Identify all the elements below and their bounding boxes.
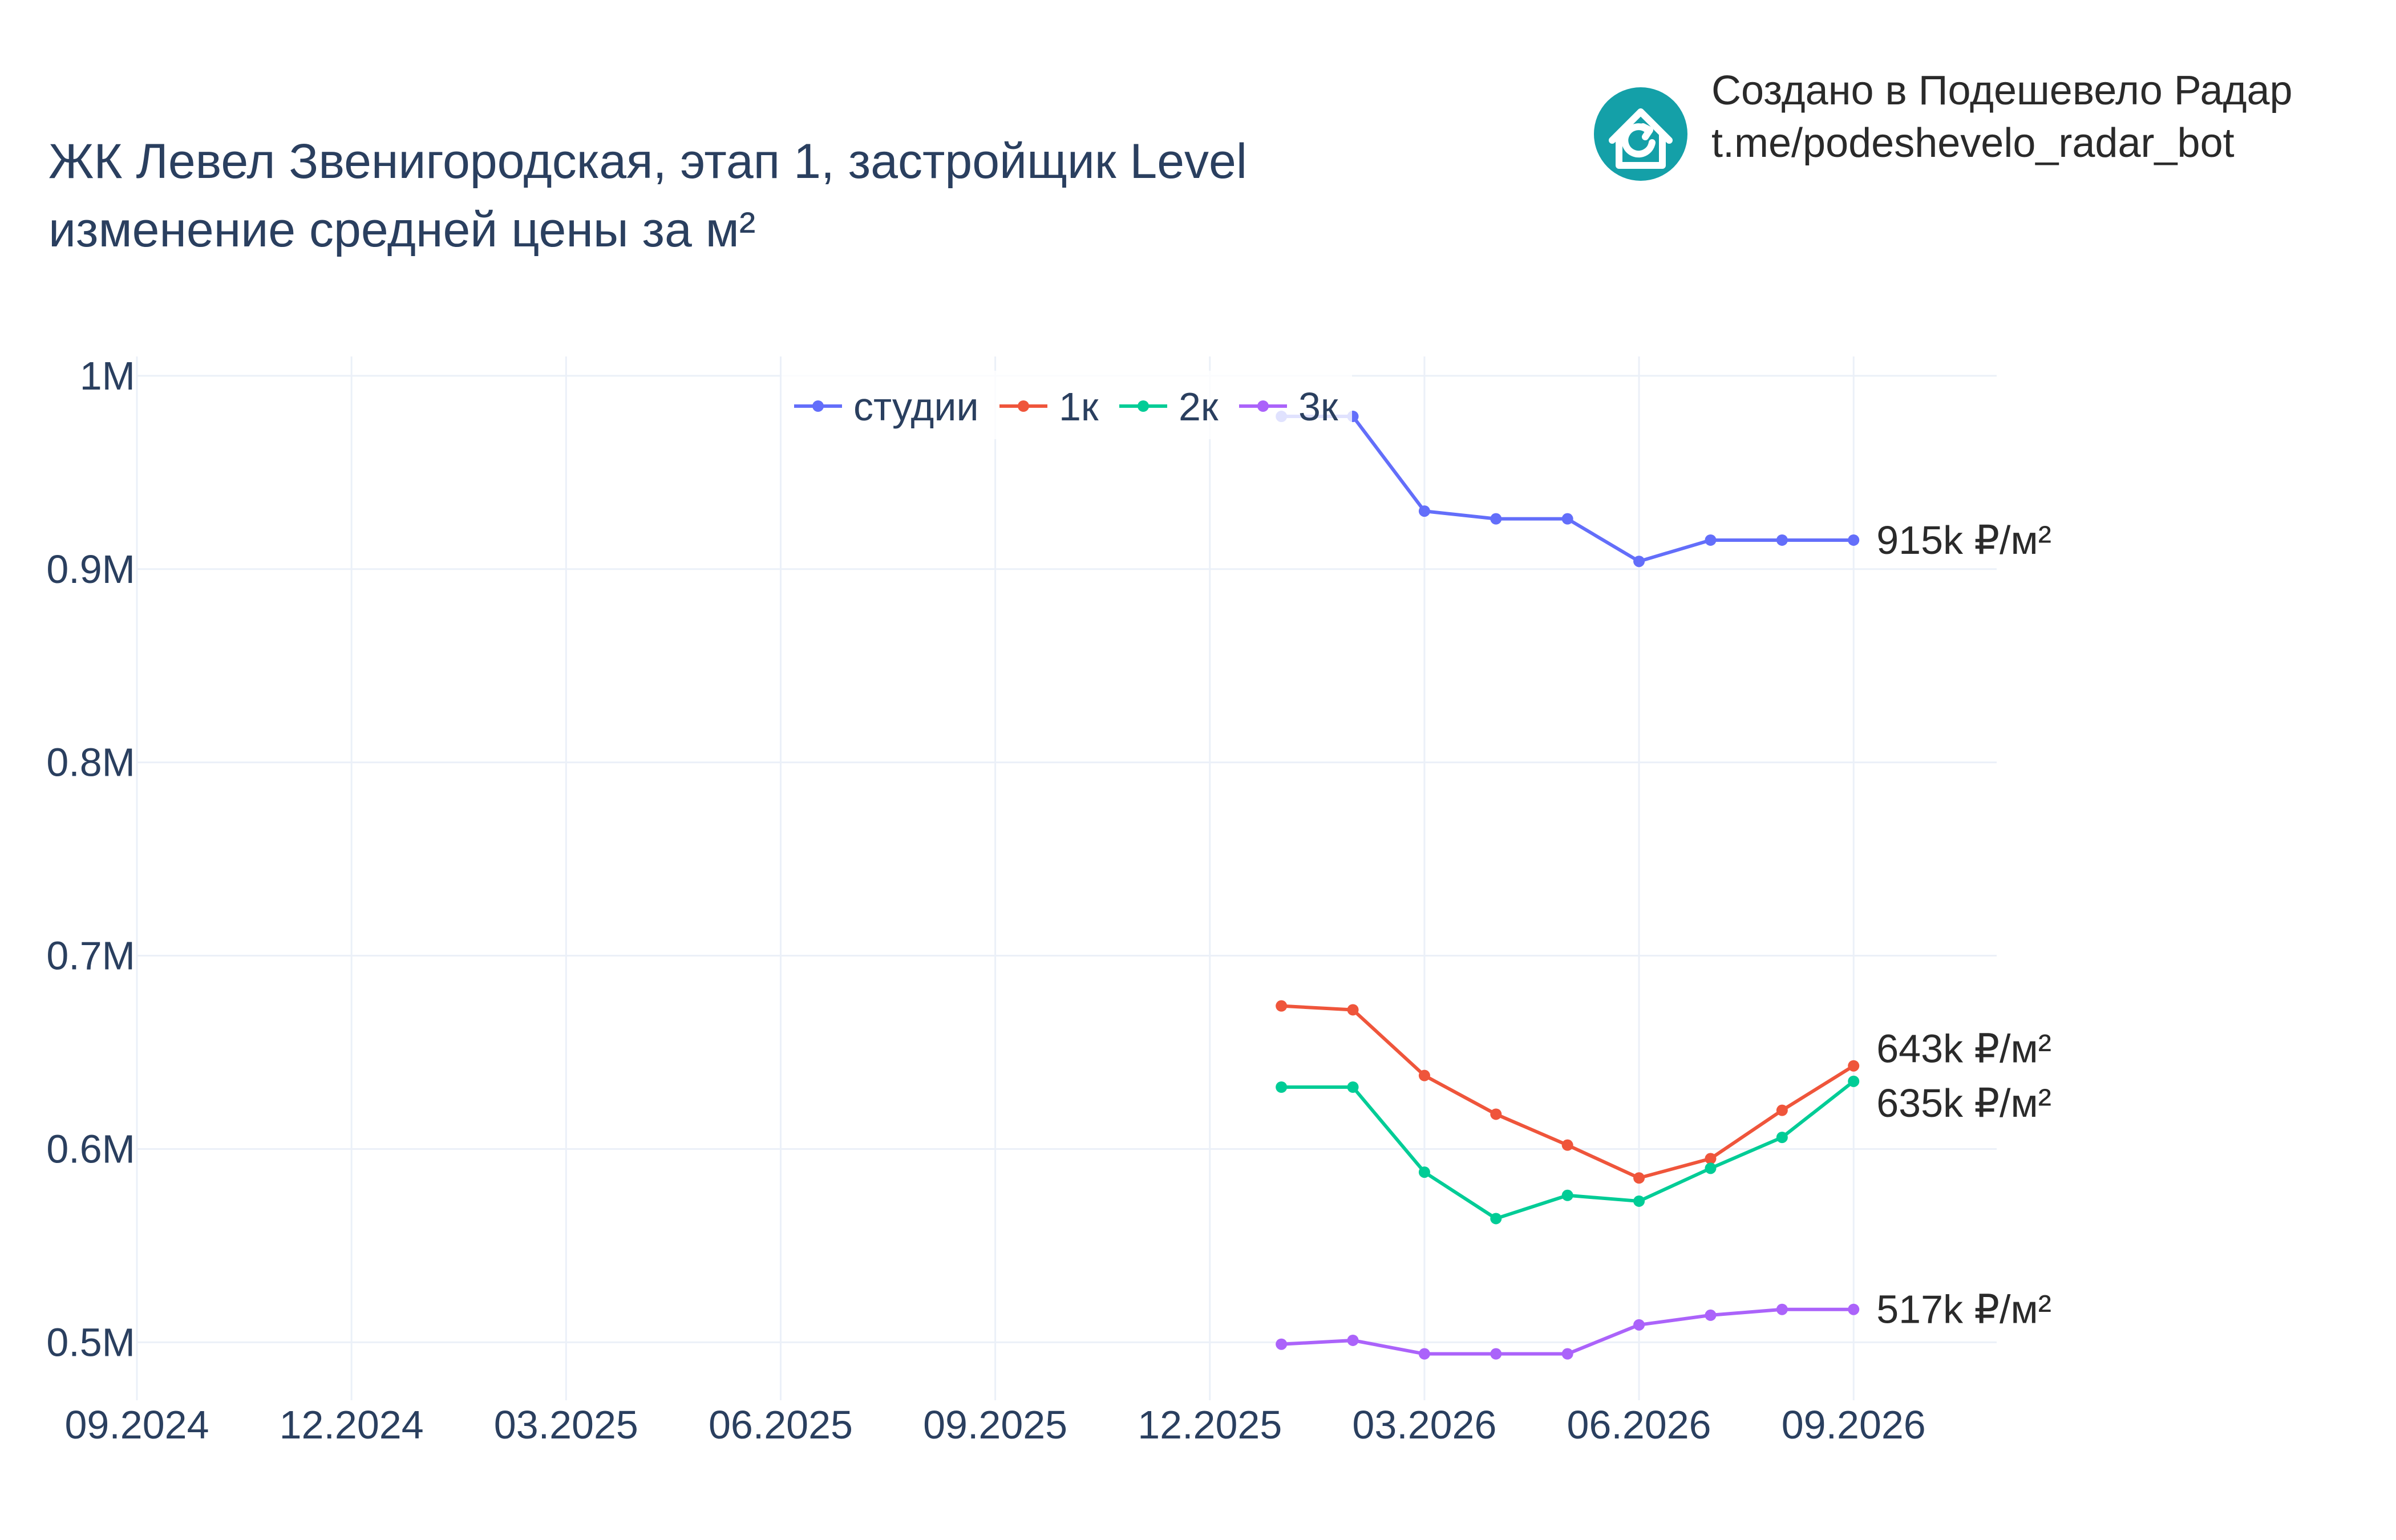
legend-swatch-marker — [1257, 400, 1269, 412]
x-tick-label: 06.2025 — [709, 1403, 853, 1447]
y-tick-label: 0.6M — [46, 1126, 135, 1171]
data-point — [1347, 1334, 1359, 1346]
data-point — [1418, 505, 1430, 517]
legend-item[interactable]: 1к — [999, 384, 1099, 429]
y-tick-label: 0.5M — [46, 1320, 135, 1364]
y-axis: 1M 0.9M 0.8M 0.7M 0.6M 0.5M — [46, 354, 135, 1364]
data-point — [1776, 1303, 1788, 1315]
data-point — [1776, 1104, 1788, 1116]
branding-line-1: Создано в Подешевело Радар — [1711, 68, 2293, 114]
legend-swatch-marker — [1138, 400, 1149, 412]
chart-title: ЖК Левел Звенигородская, этап 1, застрой… — [48, 134, 1247, 257]
series-3 — [1276, 1075, 1860, 1225]
x-tick-label: 12.2024 — [280, 1403, 424, 1447]
x-axis: 09.2024 12.2024 03.2025 06.2025 09.2025 12.20… — [64, 1403, 1925, 1447]
series-line — [1281, 415, 1854, 564]
legend-label: 1к — [1059, 384, 1099, 429]
branding-line-2: t.me/podeshevelo_radar_bot — [1711, 120, 2235, 166]
data-point — [1848, 1075, 1860, 1087]
branding: Создано в Подешевело Радар t.me/podeshev… — [1594, 68, 2293, 181]
legend-item[interactable]: 2к — [1119, 384, 1219, 429]
x-tick-label: 03.2026 — [1352, 1403, 1496, 1447]
legend-item[interactable]: студии — [794, 384, 979, 429]
data-point — [1490, 1108, 1502, 1120]
data-point — [1347, 1004, 1359, 1016]
data-point — [1848, 1303, 1860, 1315]
x-tick-label: 09.2024 — [64, 1403, 209, 1447]
x-tick-label: 03.2025 — [494, 1403, 638, 1447]
series-4 — [1276, 1303, 1860, 1360]
grid — [136, 356, 1997, 1400]
end-label: 643k ₽/м² — [1876, 1027, 2051, 1071]
y-tick-label: 1M — [80, 354, 135, 398]
end-labels: 915k ₽/м² 643k ₽/м² 635k ₽/м² 517k ₽/м² — [1876, 518, 2051, 1332]
data-point — [1776, 1132, 1788, 1144]
data-point — [1418, 1166, 1430, 1178]
data-point — [1633, 556, 1645, 568]
data-point — [1633, 1195, 1645, 1207]
series — [1276, 411, 1860, 1360]
data-point — [1490, 1213, 1502, 1225]
x-tick-label: 06.2026 — [1567, 1403, 1711, 1447]
data-point — [1276, 1081, 1288, 1093]
legend-label: 2к — [1179, 384, 1219, 429]
legend-label: студии — [853, 384, 979, 429]
data-point — [1633, 1319, 1645, 1331]
data-point — [1705, 1309, 1717, 1321]
x-tick-label: 09.2026 — [1782, 1403, 1926, 1447]
data-point — [1561, 1189, 1573, 1201]
data-point — [1705, 534, 1717, 546]
chart-title-line-1: ЖК Левел Звенигородская, этап 1, застрой… — [48, 134, 1247, 189]
data-point — [1418, 1069, 1430, 1081]
data-point — [1848, 534, 1860, 546]
series-line — [1281, 1004, 1855, 1180]
data-point — [1418, 1348, 1430, 1360]
series-line — [1281, 1307, 1854, 1356]
data-point — [1490, 1348, 1502, 1360]
legend-swatch-marker — [1018, 400, 1029, 412]
x-tick-label: 12.2025 — [1138, 1403, 1282, 1447]
data-point — [1561, 513, 1573, 525]
data-point — [1633, 1172, 1645, 1184]
y-tick-label: 0.8M — [46, 740, 135, 785]
legend: студии 1к 2к 3к — [782, 371, 1352, 439]
end-label: 635k ₽/м² — [1876, 1081, 2051, 1125]
series-2 — [1276, 1000, 1860, 1184]
legend-label: 3к — [1298, 384, 1338, 429]
data-point — [1276, 1000, 1288, 1012]
y-tick-label: 0.9M — [46, 547, 135, 591]
data-point — [1347, 1081, 1359, 1093]
x-tick-label: 09.2025 — [923, 1403, 1067, 1447]
data-point — [1848, 1060, 1860, 1072]
data-point — [1561, 1348, 1573, 1360]
legend-swatch-marker — [812, 400, 824, 412]
data-point — [1705, 1153, 1717, 1165]
series-1 — [1276, 411, 1860, 568]
data-point — [1490, 513, 1502, 525]
legend-item[interactable]: 3к — [1239, 384, 1338, 429]
data-point — [1561, 1139, 1573, 1151]
data-point — [1705, 1162, 1717, 1174]
end-label: 517k ₽/м² — [1876, 1287, 2051, 1332]
data-point — [1276, 1338, 1288, 1350]
data-point — [1776, 534, 1788, 546]
house-refresh-icon — [1609, 108, 1673, 169]
y-tick-label: 0.7M — [46, 934, 135, 978]
chart-title-line-2: изменение средней цены за м² — [48, 202, 755, 257]
end-label: 915k ₽/м² — [1876, 518, 2051, 562]
